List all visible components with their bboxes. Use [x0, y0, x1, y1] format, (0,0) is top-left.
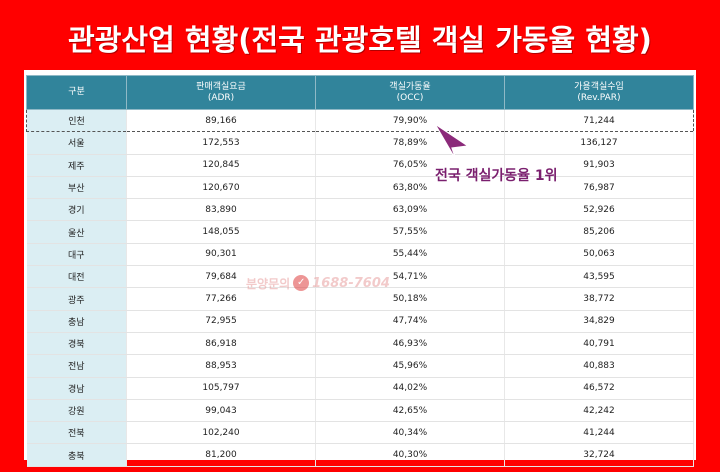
table-row: 충남 72,955 47,74% 34,829: [26, 310, 694, 333]
occ-cell: 40,34%: [315, 421, 505, 445]
revpar-cell: 32,724: [504, 443, 694, 467]
adr-cell: 99,043: [126, 399, 316, 423]
header-region: 구분: [26, 75, 127, 110]
region-cell: 광주: [26, 287, 127, 311]
occ-cell: 63,09%: [315, 198, 505, 222]
adr-cell: 72,955: [126, 310, 316, 333]
adr-cell: 81,200: [126, 443, 316, 467]
occ-cell: 44,02%: [315, 377, 505, 400]
region-cell: 경기: [26, 198, 127, 222]
adr-cell: 79,684: [126, 265, 316, 289]
arrow-pointer-icon: [434, 123, 470, 161]
revpar-cell: 50,063: [504, 243, 694, 267]
table-row: 전남 88,953 45,96% 40,883: [26, 354, 694, 378]
table-row: 제주 120,845 76,05% 91,903: [26, 154, 694, 177]
revpar-cell: 136,127: [504, 131, 694, 155]
revpar-cell: 40,883: [504, 354, 694, 378]
revpar-cell: 38,772: [504, 287, 694, 311]
revpar-cell: 43,595: [504, 265, 694, 289]
table-body: 인천 89,166 79,90% 71,244 서울 172,553 78,89% 136,1…: [26, 108, 694, 467]
region-cell: 경북: [26, 332, 127, 356]
table-row: 인천 89,166 79,90% 71,244: [26, 108, 694, 133]
adr-cell: 77,266: [126, 287, 316, 311]
table-row: 대구 90,301 55,44% 50,063: [26, 243, 694, 267]
occ-cell: 45,96%: [315, 354, 505, 378]
table-row: 서울 172,553 78,89% 136,127: [26, 131, 694, 155]
region-cell: 강원: [26, 399, 127, 423]
revpar-cell: 34,829: [504, 310, 694, 333]
region-cell: 충남: [26, 310, 127, 333]
table-row: 경남 105,797 44,02% 46,572: [26, 377, 694, 400]
revpar-cell: 46,572: [504, 377, 694, 400]
table-row: 부산 120,670 63,80% 76,987: [26, 176, 694, 200]
occ-cell: 50,18%: [315, 287, 505, 311]
region-cell: 경남: [26, 377, 127, 400]
region-cell: 부산: [26, 176, 127, 200]
header-revpar: 가용객실수입 (Rev.PAR): [504, 75, 694, 110]
revpar-cell: 52,926: [504, 198, 694, 222]
region-cell: 전북: [26, 421, 127, 445]
occ-cell: 42,65%: [315, 399, 505, 423]
table-sheet: 구분 판매객실요금 (ADR) 객실가동율 (OCC) 가용객실수입 (Rev.…: [24, 70, 696, 467]
adr-cell: 86,918: [126, 332, 316, 356]
occ-cell: 79,90%: [315, 108, 505, 133]
adr-cell: 172,553: [126, 131, 316, 155]
table-row: 대전 79,684 54,71% 43,595: [26, 265, 694, 289]
table-row: 충북 81,200 40,30% 32,724: [26, 443, 694, 467]
region-cell: 전남: [26, 354, 127, 378]
revpar-cell: 40,791: [504, 332, 694, 356]
occupancy-table: 구분 판매객실요금 (ADR) 객실가동율 (OCC) 가용객실수입 (Rev.…: [26, 75, 694, 467]
adr-cell: 120,670: [126, 176, 316, 200]
region-cell: 제주: [26, 154, 127, 177]
adr-cell: 90,301: [126, 243, 316, 267]
adr-cell: 105,797: [126, 377, 316, 400]
occ-cell: 57,55%: [315, 220, 505, 244]
table-row: 경북 86,918 46,93% 40,791: [26, 332, 694, 356]
table-row: 강원 99,043 42,65% 42,242: [26, 399, 694, 423]
revpar-cell: 85,206: [504, 220, 694, 244]
region-cell: 충북: [26, 443, 127, 467]
occ-cell: 46,93%: [315, 332, 505, 356]
revpar-cell: 76,987: [504, 176, 694, 200]
occ-cell: 40,30%: [315, 443, 505, 467]
revpar-cell: 42,242: [504, 399, 694, 423]
header-occ: 객실가동율 (OCC): [315, 75, 505, 110]
table-header-row: 구분 판매객실요금 (ADR) 객실가동율 (OCC) 가용객실수입 (Rev.…: [26, 75, 694, 110]
table-row: 울산 148,055 57,55% 85,206: [26, 220, 694, 244]
occ-cell: 47,74%: [315, 310, 505, 333]
adr-cell: 83,890: [126, 198, 316, 222]
occ-cell: 76,05%: [315, 154, 505, 177]
occ-cell: 63,80%: [315, 176, 505, 200]
revpar-cell: 91,903: [504, 154, 694, 177]
adr-cell: 120,845: [126, 154, 316, 177]
table-row: 광주 77,266 50,18% 38,772: [26, 287, 694, 311]
revpar-cell: 71,244: [504, 108, 694, 133]
region-cell: 울산: [26, 220, 127, 244]
adr-cell: 88,953: [126, 354, 316, 378]
adr-cell: 89,166: [126, 108, 316, 133]
occ-cell: 54,71%: [315, 265, 505, 289]
revpar-cell: 41,244: [504, 421, 694, 445]
region-cell: 서울: [26, 131, 127, 155]
page-title: 관광산업 현황(전국 관광호텔 객실 가동율 현황): [68, 23, 652, 57]
top-occupancy-annotation: 전국 객실가동율 1위: [435, 168, 558, 184]
occ-cell: 78,89%: [315, 131, 505, 155]
region-cell: 인천: [26, 108, 127, 133]
adr-cell: 102,240: [126, 421, 316, 445]
table-row: 경기 83,890 63,09% 52,926: [26, 198, 694, 222]
region-cell: 대전: [26, 265, 127, 289]
adr-cell: 148,055: [126, 220, 316, 244]
table-row: 전북 102,240 40,34% 41,244: [26, 421, 694, 445]
occ-cell: 55,44%: [315, 243, 505, 267]
header-adr: 판매객실요금 (ADR): [126, 75, 316, 110]
region-cell: 대구: [26, 243, 127, 267]
